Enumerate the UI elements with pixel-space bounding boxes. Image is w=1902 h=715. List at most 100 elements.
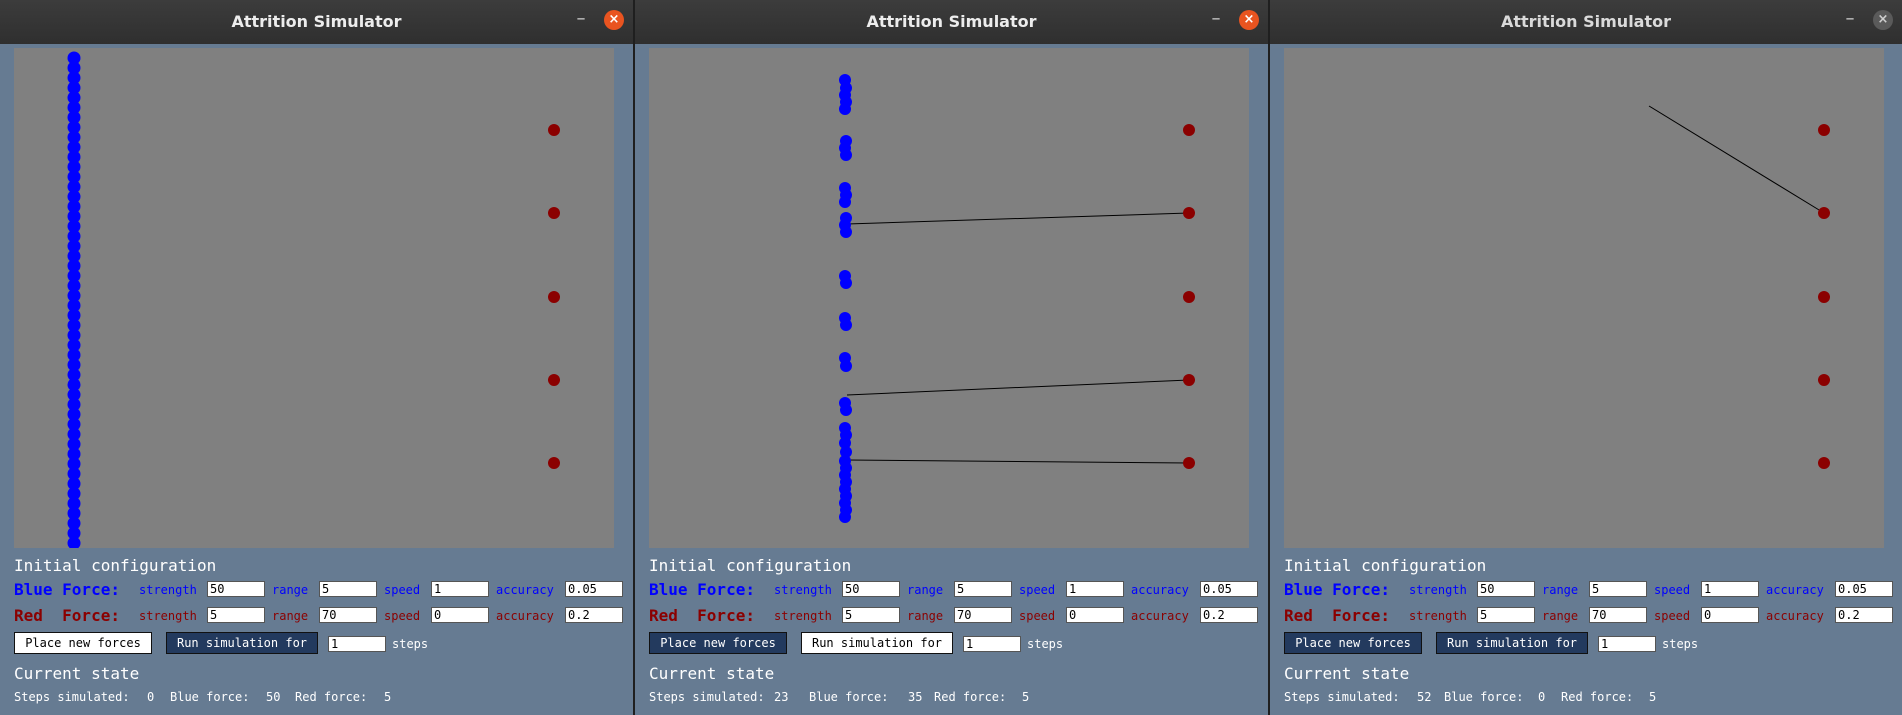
run-simulation-button[interactable]: Run simulation for (166, 632, 318, 654)
battlefield-svg (839, 74, 1195, 523)
close-icon[interactable]: × (1873, 10, 1893, 30)
red-force-row: Red Force: strength range speed accuracy (649, 606, 1268, 626)
place-forces-button[interactable]: Place new forces (14, 632, 152, 654)
blue-unit (67, 348, 81, 362)
blue-unit (67, 506, 81, 520)
blue-strength-input[interactable] (1477, 581, 1535, 597)
current-state-title: Current state (14, 664, 140, 683)
blue-speed-input[interactable] (1701, 581, 1759, 597)
blue-unit (67, 150, 81, 164)
blue-range-label: range (1542, 583, 1579, 597)
blue-force-count: 50 (266, 690, 281, 704)
place-forces-button[interactable]: Place new forces (1284, 632, 1422, 654)
blue-accuracy-input[interactable] (1835, 581, 1893, 597)
window-titlebar[interactable]: Attrition Simulator – × (0, 0, 633, 44)
run-simulation-button[interactable]: Run simulation for (1436, 632, 1588, 654)
red-range-label: range (1542, 609, 1579, 623)
red-speed-input[interactable] (431, 607, 489, 623)
simulation-canvas (649, 48, 1249, 548)
blue-speed-input[interactable] (431, 581, 489, 597)
place-forces-button[interactable]: Place new forces (649, 632, 787, 654)
red-force-count: 5 (1022, 690, 1030, 704)
simulator-window-3: Attrition Simulator – × Initial configur… (1270, 0, 1902, 715)
blue-force-label: Blue Force: (649, 580, 755, 599)
blue-unit (67, 269, 81, 283)
minimize-icon[interactable]: – (576, 8, 586, 29)
red-range-input[interactable] (1589, 607, 1647, 623)
blue-accuracy-input[interactable] (565, 581, 623, 597)
blue-unit (67, 516, 81, 530)
red-speed-input[interactable] (1701, 607, 1759, 623)
red-speed-label: speed (384, 609, 421, 623)
blue-unit (839, 196, 851, 208)
blue-accuracy-input[interactable] (1200, 581, 1258, 597)
blue-force-count-label: Blue force: (1444, 690, 1524, 704)
blue-force-count-label: Blue force: (809, 690, 889, 704)
blue-unit (67, 110, 81, 124)
steps-input[interactable] (963, 636, 1021, 652)
red-unit (1818, 124, 1830, 136)
fire-line (846, 379, 1190, 396)
run-simulation-button[interactable]: Run simulation for (801, 632, 953, 654)
blue-unit (840, 404, 852, 416)
minimize-icon[interactable]: – (1845, 8, 1855, 29)
red-accuracy-input[interactable] (1835, 607, 1893, 623)
close-icon[interactable]: × (1239, 10, 1259, 30)
blue-unit (840, 149, 852, 161)
blue-accuracy-label: accuracy (1131, 583, 1189, 597)
red-unit (1183, 124, 1195, 136)
red-strength-input[interactable] (1477, 607, 1535, 623)
blue-unit (67, 71, 81, 85)
window-titlebar[interactable]: Attrition Simulator – × (1270, 0, 1902, 44)
red-strength-input[interactable] (842, 607, 900, 623)
red-range-input[interactable] (954, 607, 1012, 623)
steps-unit-label: steps (392, 637, 429, 651)
blue-unit (840, 446, 852, 458)
steps-input[interactable] (328, 636, 386, 652)
simulation-canvas (14, 48, 614, 548)
close-icon[interactable]: × (604, 10, 624, 30)
minimize-icon[interactable]: – (1211, 8, 1221, 29)
blue-unit (67, 81, 81, 95)
blue-accuracy-label: accuracy (1766, 583, 1824, 597)
red-range-input[interactable] (319, 607, 377, 623)
red-unit (1183, 374, 1195, 386)
blue-unit (67, 407, 81, 421)
blue-range-input[interactable] (1589, 581, 1647, 597)
blue-unit (67, 200, 81, 213)
window-titlebar[interactable]: Attrition Simulator – × (635, 0, 1268, 44)
blue-unit (67, 209, 81, 223)
blue-strength-label: strength (139, 583, 197, 597)
red-strength-input[interactable] (207, 607, 265, 623)
red-unit (1818, 374, 1830, 386)
red-unit (548, 457, 560, 469)
blue-unit (67, 437, 81, 451)
red-force-label: Red Force: (649, 606, 755, 625)
red-unit (1183, 291, 1195, 303)
red-force-label: Red Force: (14, 606, 120, 625)
red-force-count: 5 (384, 690, 392, 704)
blue-unit (67, 91, 81, 105)
red-unit (1818, 207, 1830, 219)
steps-input[interactable] (1598, 636, 1656, 652)
blue-range-input[interactable] (954, 581, 1012, 597)
blue-strength-input[interactable] (207, 581, 265, 597)
blue-range-label: range (272, 583, 309, 597)
blue-unit (67, 368, 81, 382)
red-accuracy-input[interactable] (565, 607, 623, 623)
blue-speed-input[interactable] (1066, 581, 1124, 597)
red-force-count-label: Red force: (1561, 690, 1634, 704)
steps-unit-label: steps (1027, 637, 1064, 651)
blue-unit (67, 160, 81, 174)
initial-config-title: Initial configuration (14, 556, 217, 575)
blue-force-count-label: Blue force: (170, 690, 250, 704)
blue-unit (67, 427, 81, 441)
initial-config-title: Initial configuration (649, 556, 852, 575)
red-speed-input[interactable] (1066, 607, 1124, 623)
blue-unit (67, 497, 81, 510)
red-accuracy-input[interactable] (1200, 607, 1258, 623)
steps-simulated-value: 23 (774, 690, 789, 704)
current-state-title: Current state (1284, 664, 1410, 683)
blue-range-input[interactable] (319, 581, 377, 597)
blue-strength-input[interactable] (842, 581, 900, 597)
